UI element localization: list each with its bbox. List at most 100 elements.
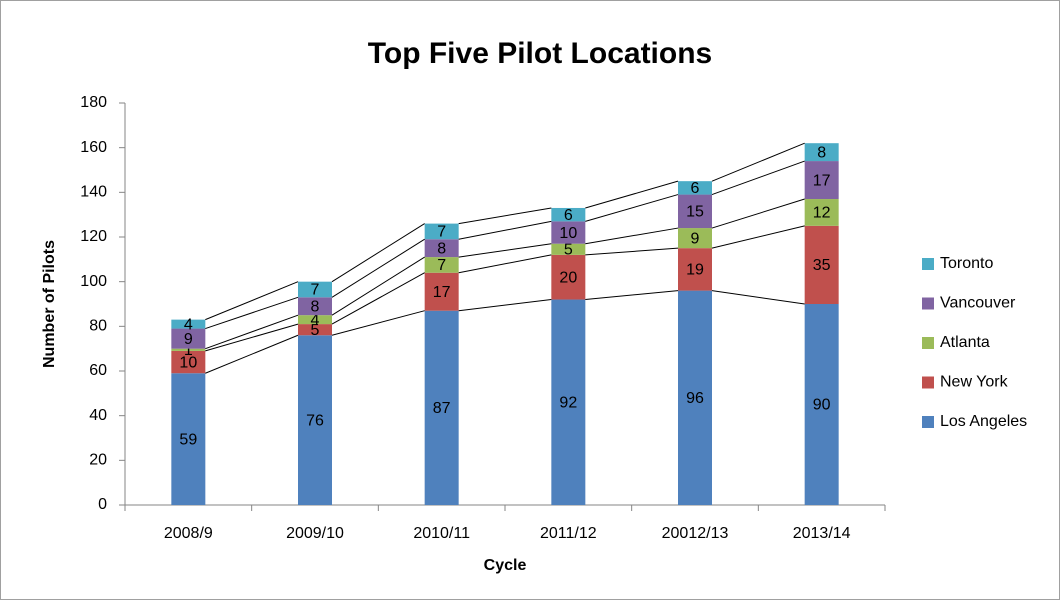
data-label: 6 [564, 207, 573, 224]
data-label: 9 [691, 230, 700, 247]
data-label: 19 [686, 262, 704, 279]
data-label: 20 [559, 269, 577, 286]
bar-segment [298, 297, 332, 316]
series-line [585, 194, 679, 222]
data-label: 4 [184, 316, 193, 333]
series-line [205, 334, 299, 374]
y-tick-label: 120 [80, 228, 107, 245]
data-label: 5 [564, 242, 573, 259]
data-label: 8 [311, 298, 320, 315]
data-label: 7 [311, 282, 320, 299]
legend-swatch [922, 258, 934, 270]
series-line [458, 299, 552, 312]
data-label: 87 [433, 400, 451, 417]
bar-segment [298, 324, 332, 336]
data-label: 7 [437, 257, 446, 274]
bar-segment [678, 181, 712, 195]
series-line [205, 281, 299, 321]
data-label: 17 [813, 172, 831, 189]
data-label: 5 [311, 322, 320, 339]
bar-segment [171, 319, 206, 329]
series-line [711, 142, 805, 182]
series-line [205, 296, 299, 330]
data-label: 8 [817, 144, 826, 161]
series-line [711, 198, 805, 229]
series-line [711, 160, 805, 196]
bar-segment [804, 143, 839, 162]
bar-segment [424, 257, 459, 273]
series-line [585, 247, 679, 256]
bar-segment [678, 290, 712, 505]
y-axis-label: Number of Pilots [41, 240, 58, 368]
series-line [585, 227, 679, 245]
legend-swatch [922, 297, 934, 310]
y-tick-label: 100 [80, 273, 107, 290]
series-line [205, 314, 299, 350]
bar-segment [171, 348, 206, 351]
y-tick-label: 60 [89, 362, 107, 379]
bar-segment [804, 304, 839, 505]
bar-segment [678, 248, 712, 291]
legend-swatch [922, 376, 934, 389]
legend-label: Los Angeles [940, 413, 1027, 430]
bar-segment [551, 207, 586, 222]
series-line [331, 223, 425, 283]
series-line [585, 180, 679, 209]
legend-label: Vancouver [940, 295, 1016, 312]
data-label: 35 [813, 257, 831, 274]
series-line [711, 290, 805, 305]
legend-swatch [922, 337, 934, 349]
series-line [458, 220, 552, 240]
data-label: 59 [179, 431, 197, 448]
x-tick-label: 2008/9 [164, 525, 213, 542]
bar-segment [424, 272, 459, 311]
x-tick-label: 2010/11 [413, 525, 470, 542]
bar-segment [804, 225, 839, 304]
bar-segment [298, 335, 332, 505]
data-label: 8 [437, 240, 446, 257]
bar-segment [171, 328, 206, 349]
y-tick-label: 40 [89, 407, 107, 424]
data-label: 92 [559, 394, 577, 411]
data-label: 17 [433, 284, 451, 301]
y-tick-label: 20 [89, 452, 107, 469]
y-tick-label: 160 [80, 139, 107, 156]
x-tick-label: 2009/10 [286, 525, 344, 542]
legend-swatch [922, 416, 934, 428]
data-label: 1 [184, 342, 193, 359]
series-line [458, 243, 552, 258]
series-line [585, 290, 679, 301]
bar-segment [424, 310, 459, 505]
data-label: 76 [306, 412, 324, 429]
bar-segment [171, 350, 206, 374]
y-tick-label: 180 [80, 94, 107, 111]
series-line [458, 254, 552, 274]
bar-segment [298, 315, 332, 325]
data-label: 96 [686, 390, 704, 407]
x-tick-label: 20012/13 [662, 525, 729, 542]
bar-segment [804, 161, 839, 200]
series-line [331, 310, 425, 336]
series-line [331, 272, 425, 325]
bar-segment [678, 228, 712, 249]
data-label: 12 [813, 205, 831, 222]
legend-label: Toronto [940, 255, 993, 272]
data-label: 6 [691, 180, 700, 197]
bar-segment [171, 373, 206, 505]
bar-segment [424, 223, 459, 240]
series-line [458, 207, 552, 225]
legend-label: Atlanta [940, 334, 990, 351]
series-line [331, 256, 425, 316]
bar-segment [551, 221, 586, 244]
x-tick-label: 2011/12 [540, 525, 597, 542]
y-tick-label: 0 [98, 496, 107, 513]
bar-segment [551, 254, 586, 300]
series-line [205, 323, 299, 352]
data-label: 9 [184, 331, 193, 348]
series-line [711, 225, 805, 249]
data-label: 10 [179, 354, 197, 371]
bar-segment [678, 194, 712, 229]
series-line [331, 238, 425, 298]
